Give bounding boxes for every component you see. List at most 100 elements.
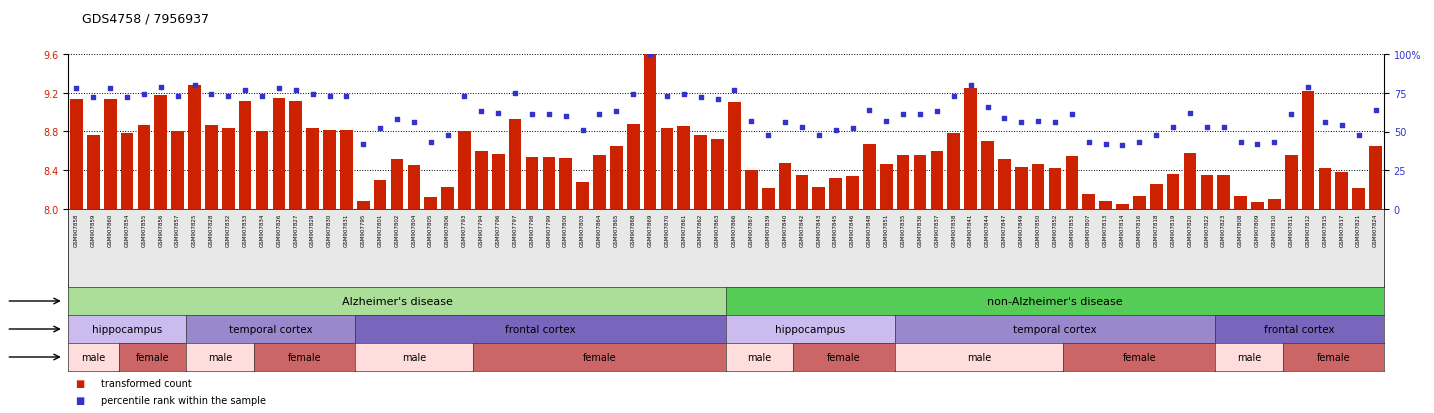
Text: GSM907863: GSM907863 (716, 214, 720, 247)
Text: GSM907823: GSM907823 (1222, 214, 1226, 247)
Text: GSM907816: GSM907816 (1137, 214, 1141, 247)
Text: GSM907821: GSM907821 (1357, 214, 1361, 247)
Point (807, 132, 830, 139)
Bar (526, 157, 538, 413)
Bar (87, 136, 99, 413)
Text: GSM907847: GSM907847 (1002, 214, 1007, 247)
Text: GSM907820: GSM907820 (1187, 214, 1193, 247)
Point (1196, 124, 1219, 131)
Bar (138, 126, 151, 413)
Text: GSM907808: GSM907808 (1238, 214, 1243, 247)
Text: GSM907866: GSM907866 (731, 214, 737, 247)
Text: Alzheimer's disease: Alzheimer's disease (341, 296, 453, 306)
Point (605, 109, 628, 115)
Text: GSM907818: GSM907818 (1154, 214, 1159, 247)
Bar (205, 126, 218, 413)
Point (690, 95, 713, 102)
Bar (374, 180, 386, 413)
Point (470, 109, 493, 115)
Text: GSM907838: GSM907838 (951, 214, 956, 247)
Text: GSM907843: GSM907843 (816, 214, 822, 247)
Bar (661, 128, 674, 413)
Bar (863, 145, 876, 413)
Point (351, 141, 374, 148)
Point (1347, 132, 1369, 139)
Text: male: male (1238, 352, 1260, 362)
Text: GSM907856: GSM907856 (158, 214, 163, 247)
Text: female: female (582, 352, 617, 362)
Text: frontal cortex: frontal cortex (505, 324, 575, 334)
Text: percentile rank within the sample: percentile rank within the sample (100, 395, 265, 406)
Text: female: female (136, 352, 169, 362)
Text: GSM907829: GSM907829 (310, 214, 315, 247)
Text: male: male (747, 352, 771, 362)
Bar (1100, 202, 1111, 413)
Text: GSM907848: GSM907848 (868, 214, 872, 247)
Bar (644, 55, 657, 413)
Point (521, 112, 543, 119)
Point (403, 120, 426, 126)
Bar (120, 134, 133, 413)
Point (199, 92, 222, 98)
Text: GSM907796: GSM907796 (496, 214, 500, 247)
Text: non-Alzheimer's disease: non-Alzheimer's disease (987, 296, 1123, 306)
Text: GSM907857: GSM907857 (175, 214, 181, 247)
Point (1044, 120, 1067, 126)
Bar (779, 164, 792, 413)
Bar (442, 187, 455, 413)
Bar (70, 99, 83, 413)
Point (790, 124, 813, 131)
Point (1331, 123, 1354, 129)
Point (82, 95, 105, 102)
Point (622, 92, 645, 98)
Text: GSM907812: GSM907812 (1305, 214, 1311, 247)
Bar (357, 202, 370, 413)
Text: ■: ■ (75, 395, 85, 406)
Bar (694, 136, 707, 413)
Point (436, 132, 459, 139)
Bar (255, 131, 268, 413)
Point (1077, 140, 1100, 146)
Bar (880, 165, 892, 413)
Text: GSM907802: GSM907802 (394, 214, 400, 247)
Bar (424, 198, 437, 413)
Text: GSM907851: GSM907851 (883, 214, 889, 247)
Bar (272, 98, 285, 413)
Text: female: female (287, 352, 321, 362)
Text: GSM907798: GSM907798 (529, 214, 535, 247)
Text: temporal cortex: temporal cortex (1014, 324, 1097, 334)
Text: GSM907839: GSM907839 (766, 214, 770, 247)
Bar (1200, 176, 1213, 413)
Point (1129, 140, 1152, 146)
Point (217, 93, 239, 100)
Bar (1369, 147, 1382, 413)
Bar (998, 159, 1011, 413)
Text: GDS4758 / 7956937: GDS4758 / 7956937 (82, 12, 209, 25)
Point (149, 84, 172, 90)
Bar (222, 128, 235, 413)
Text: GSM907811: GSM907811 (1289, 214, 1293, 247)
Bar (1352, 188, 1365, 413)
Bar (390, 159, 403, 413)
Bar (913, 155, 926, 413)
Text: GSM907854: GSM907854 (125, 214, 129, 247)
Text: female: female (827, 352, 860, 362)
Text: hippocampus: hippocampus (776, 324, 846, 334)
Text: frontal cortex: frontal cortex (1265, 324, 1335, 334)
Text: GSM907836: GSM907836 (918, 214, 922, 247)
Text: GSM907833: GSM907833 (242, 214, 248, 247)
Point (588, 112, 611, 119)
Text: GSM907809: GSM907809 (1255, 214, 1260, 247)
Point (301, 92, 324, 98)
Text: GSM907849: GSM907849 (1018, 214, 1024, 247)
Point (1111, 143, 1134, 150)
Text: GSM907810: GSM907810 (1272, 214, 1276, 247)
Point (486, 110, 509, 117)
Text: hippocampus: hippocampus (92, 324, 162, 334)
Bar (1150, 184, 1163, 413)
Text: ■: ■ (75, 378, 85, 388)
Bar (290, 102, 303, 413)
Text: GSM907805: GSM907805 (429, 214, 433, 247)
Point (1263, 140, 1286, 146)
Point (99, 85, 122, 92)
